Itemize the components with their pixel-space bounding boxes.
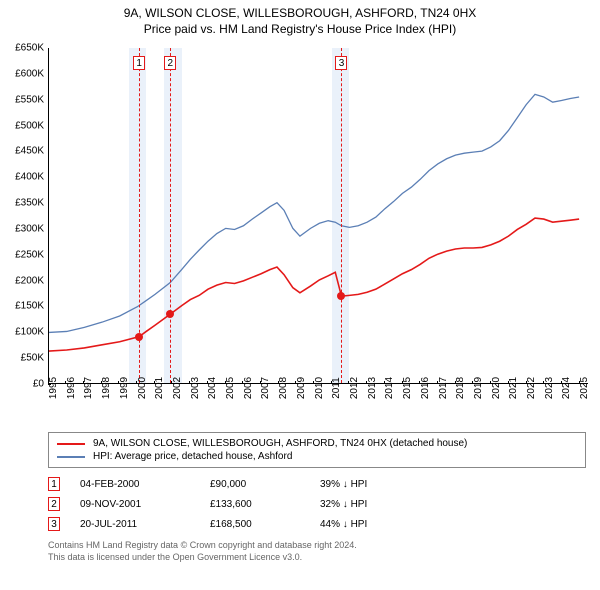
event-row: 2 09-NOV-2001£133,60032% ↓ HPI xyxy=(48,494,586,514)
legend-label-property: 9A, WILSON CLOSE, WILLESBOROUGH, ASHFORD… xyxy=(93,438,467,449)
x-tick-label: 2017 xyxy=(438,377,449,399)
event-date: 09-NOV-2001 xyxy=(80,499,210,510)
event-delta: 44% ↓ HPI xyxy=(320,519,430,530)
x-tick-label: 2022 xyxy=(526,377,537,399)
y-tick-label: £500K xyxy=(15,120,44,131)
x-tick-label: 2020 xyxy=(491,377,502,399)
y-tick-label: £0 xyxy=(33,379,44,390)
x-tick-label: 2007 xyxy=(260,377,271,399)
event-row-marker: 2 xyxy=(48,497,60,511)
legend-swatch-hpi xyxy=(57,456,85,458)
x-tick-label: 1995 xyxy=(48,377,59,399)
event-date: 04-FEB-2000 xyxy=(80,479,210,490)
x-tick-label: 2021 xyxy=(508,377,519,399)
event-line xyxy=(170,48,171,383)
x-tick-label: 2015 xyxy=(402,377,413,399)
x-tick-label: 1998 xyxy=(101,377,112,399)
y-tick-label: £100K xyxy=(15,327,44,338)
x-tick-label: 2024 xyxy=(561,377,572,399)
sale-dot xyxy=(337,292,345,300)
x-tick-label: 2010 xyxy=(314,377,325,399)
x-tick-label: 1999 xyxy=(119,377,130,399)
x-tick-label: 2002 xyxy=(172,377,183,399)
x-tick-label: 2003 xyxy=(190,377,201,399)
x-tick-label: 2005 xyxy=(225,377,236,399)
event-price: £168,500 xyxy=(210,519,320,530)
chart-container: 9A, WILSON CLOSE, WILLESBOROUGH, ASHFORD… xyxy=(0,0,600,563)
event-line xyxy=(341,48,342,383)
event-price: £133,600 xyxy=(210,499,320,510)
y-tick-label: £150K xyxy=(15,301,44,312)
series-property xyxy=(49,218,579,351)
title-line-2: Price paid vs. HM Land Registry's House … xyxy=(0,22,600,36)
x-tick-label: 2011 xyxy=(331,377,342,399)
title-block: 9A, WILSON CLOSE, WILLESBOROUGH, ASHFORD… xyxy=(0,0,600,38)
event-row-marker: 1 xyxy=(48,477,60,491)
sale-dot xyxy=(166,310,174,318)
x-tick-label: 2004 xyxy=(207,377,218,399)
event-marker: 1 xyxy=(133,56,145,70)
x-tick-label: 2014 xyxy=(384,377,395,399)
x-axis: 1995199619971998199920002001200220032004… xyxy=(48,384,588,424)
y-tick-label: £250K xyxy=(15,249,44,260)
x-tick-label: 1997 xyxy=(83,377,94,399)
sale-dot xyxy=(135,333,143,341)
footnote: Contains HM Land Registry data © Crown c… xyxy=(48,540,586,563)
x-tick-label: 2008 xyxy=(278,377,289,399)
legend-label-hpi: HPI: Average price, detached house, Ashf… xyxy=(93,451,292,462)
event-delta: 39% ↓ HPI xyxy=(320,479,430,490)
y-tick-label: £350K xyxy=(15,198,44,209)
y-tick-label: £600K xyxy=(15,68,44,79)
x-tick-label: 2009 xyxy=(296,377,307,399)
footnote-line-1: Contains HM Land Registry data © Crown c… xyxy=(48,540,586,552)
x-tick-label: 2025 xyxy=(579,377,590,399)
series-hpi xyxy=(49,94,579,332)
y-tick-label: £50K xyxy=(21,353,44,364)
y-tick-label: £550K xyxy=(15,94,44,105)
x-tick-label: 2006 xyxy=(243,377,254,399)
x-tick-label: 2000 xyxy=(137,377,148,399)
event-price: £90,000 xyxy=(210,479,320,490)
legend: 9A, WILSON CLOSE, WILLESBOROUGH, ASHFORD… xyxy=(48,432,586,468)
y-tick-label: £400K xyxy=(15,172,44,183)
chart-area: £0 £50K £100K £150K £200K £250K £300K £350K £400… xyxy=(0,44,600,424)
x-tick-label: 2012 xyxy=(349,377,360,399)
y-axis: £0£50K£100K£150K£200K£250K£300K£350K£400… xyxy=(0,48,48,384)
x-tick-label: 1996 xyxy=(66,377,77,399)
event-marker: 2 xyxy=(164,56,176,70)
footnote-line-2: This data is licensed under the Open Gov… xyxy=(48,552,586,564)
y-tick-label: £650K xyxy=(15,43,44,54)
x-tick-label: 2001 xyxy=(154,377,165,399)
y-tick-label: £300K xyxy=(15,223,44,234)
event-date: 20-JUL-2011 xyxy=(80,519,210,530)
event-row: 3 20-JUL-2011£168,50044% ↓ HPI xyxy=(48,514,586,534)
title-line-1: 9A, WILSON CLOSE, WILLESBOROUGH, ASHFORD… xyxy=(0,6,600,20)
legend-row-property: 9A, WILSON CLOSE, WILLESBOROUGH, ASHFORD… xyxy=(57,437,577,450)
x-tick-label: 2018 xyxy=(455,377,466,399)
y-tick-label: £200K xyxy=(15,275,44,286)
y-tick-label: £450K xyxy=(15,146,44,157)
x-tick-label: 2019 xyxy=(473,377,484,399)
event-row: 1 04-FEB-2000£90,00039% ↓ HPI xyxy=(48,474,586,494)
event-marker: 3 xyxy=(335,56,347,70)
legend-swatch-property xyxy=(57,443,85,445)
x-tick-label: 2013 xyxy=(367,377,378,399)
x-tick-label: 2023 xyxy=(544,377,555,399)
event-row-marker: 3 xyxy=(48,517,60,531)
x-tick-label: 2016 xyxy=(420,377,431,399)
plot-region: 1 2 3 xyxy=(48,48,588,384)
line-canvas xyxy=(49,48,588,383)
events-table: 1 04-FEB-2000£90,00039% ↓ HPI 2 09-NOV-2001… xyxy=(48,474,586,534)
legend-row-hpi: HPI: Average price, detached house, Ashf… xyxy=(57,450,577,463)
event-delta: 32% ↓ HPI xyxy=(320,499,430,510)
